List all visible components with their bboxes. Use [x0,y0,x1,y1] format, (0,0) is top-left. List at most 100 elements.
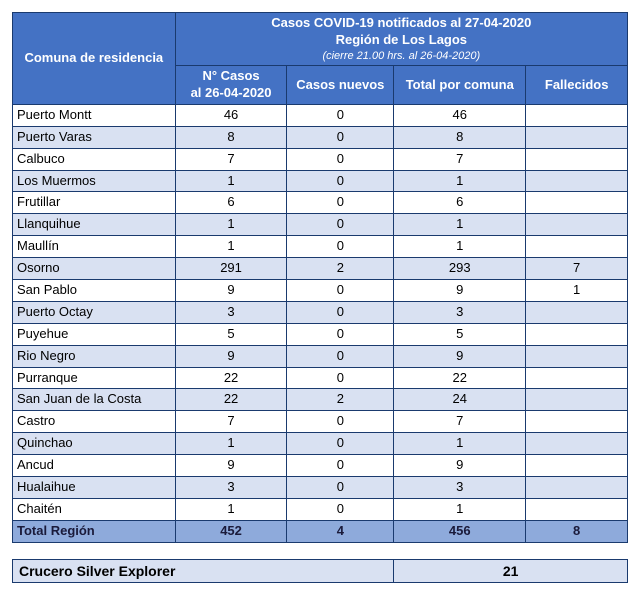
cell-total: 9 [394,279,526,301]
total-fallecidos: 8 [526,520,628,542]
total-casos: 452 [175,520,287,542]
cell-casos: 3 [175,477,287,499]
footer-table: Crucero Silver Explorer 21 [12,559,628,583]
total-label: Total Región [13,520,176,542]
cell-casos: 9 [175,279,287,301]
cell-casos: 6 [175,192,287,214]
cell-comuna: Osorno [13,258,176,280]
table-row: Purranque22022 [13,367,628,389]
table-row: Llanquihue101 [13,214,628,236]
cell-total: 1 [394,170,526,192]
cell-nuevos: 0 [287,498,394,520]
table-row: Puerto Montt46046 [13,104,628,126]
cell-casos: 7 [175,148,287,170]
cell-total: 9 [394,345,526,367]
cell-total: 293 [394,258,526,280]
cell-comuna: Frutillar [13,192,176,214]
col-nuevos: Casos nuevos [287,66,394,105]
table-row: Castro707 [13,411,628,433]
cell-fallecidos: 1 [526,279,628,301]
cell-fallecidos [526,126,628,148]
cell-total: 1 [394,433,526,455]
cell-total: 9 [394,455,526,477]
cell-comuna: Llanquihue [13,214,176,236]
cell-fallecidos [526,148,628,170]
cell-total: 1 [394,236,526,258]
cell-comuna: Puerto Montt [13,104,176,126]
cell-fallecidos [526,301,628,323]
cell-nuevos: 0 [287,126,394,148]
cell-fallecidos: 7 [526,258,628,280]
header-line1: Casos COVID-19 notificados al 27-04-2020 [180,15,623,32]
covid-table: Comuna de residencia Casos COVID-19 noti… [12,12,628,543]
cell-fallecidos [526,389,628,411]
cell-total: 7 [394,148,526,170]
cell-comuna: Rio Negro [13,345,176,367]
cell-comuna: Hualaihue [13,477,176,499]
cell-nuevos: 0 [287,279,394,301]
cell-fallecidos [526,433,628,455]
header-sub: (cierre 21.00 hrs. al 26-04-2020) [180,49,623,63]
table-row: Calbuco707 [13,148,628,170]
cell-casos: 1 [175,214,287,236]
cell-casos: 3 [175,301,287,323]
cell-comuna: Puyehue [13,323,176,345]
cell-casos: 9 [175,455,287,477]
col-total: Total por comuna [394,66,526,105]
cell-fallecidos [526,192,628,214]
cell-nuevos: 0 [287,323,394,345]
table-row: Frutillar606 [13,192,628,214]
table-row: Chaitén101 [13,498,628,520]
cell-casos: 22 [175,367,287,389]
table-row: Los Muermos101 [13,170,628,192]
cell-fallecidos [526,411,628,433]
cell-comuna: San Juan de la Costa [13,389,176,411]
cell-comuna: Calbuco [13,148,176,170]
cell-total: 24 [394,389,526,411]
cell-comuna: Ancud [13,455,176,477]
cell-nuevos: 0 [287,345,394,367]
cell-total: 46 [394,104,526,126]
table-row: San Pablo9091 [13,279,628,301]
cell-fallecidos [526,236,628,258]
cell-nuevos: 0 [287,477,394,499]
cell-casos: 1 [175,170,287,192]
footer-label: Crucero Silver Explorer [13,559,394,582]
cell-comuna: Quinchao [13,433,176,455]
table-row: Quinchao101 [13,433,628,455]
header-title: Casos COVID-19 notificados al 27-04-2020… [175,13,627,66]
cell-fallecidos [526,477,628,499]
cell-casos: 9 [175,345,287,367]
cell-nuevos: 0 [287,148,394,170]
col-casos: N° Casosal 26-04-2020 [175,66,287,105]
cell-comuna: Los Muermos [13,170,176,192]
table-row: Rio Negro909 [13,345,628,367]
cell-casos: 1 [175,498,287,520]
col-fallecidos: Fallecidos [526,66,628,105]
footer-value: 21 [394,559,628,582]
cell-fallecidos [526,367,628,389]
cell-nuevos: 0 [287,214,394,236]
cell-casos: 22 [175,389,287,411]
cell-fallecidos [526,455,628,477]
cell-comuna: Puerto Octay [13,301,176,323]
cell-casos: 5 [175,323,287,345]
cell-nuevos: 0 [287,455,394,477]
cell-total: 22 [394,367,526,389]
cell-nuevos: 0 [287,170,394,192]
cell-comuna: Maullín [13,236,176,258]
cell-comuna: Puerto Varas [13,126,176,148]
table-row: Osorno29122937 [13,258,628,280]
cell-nuevos: 0 [287,433,394,455]
cell-total: 1 [394,214,526,236]
table-row: Puerto Octay303 [13,301,628,323]
cell-total: 1 [394,498,526,520]
cell-nuevos: 0 [287,236,394,258]
cell-nuevos: 2 [287,389,394,411]
cell-nuevos: 0 [287,411,394,433]
total-nuevos: 4 [287,520,394,542]
cell-nuevos: 2 [287,258,394,280]
cell-casos: 291 [175,258,287,280]
cell-fallecidos [526,104,628,126]
cell-total: 5 [394,323,526,345]
